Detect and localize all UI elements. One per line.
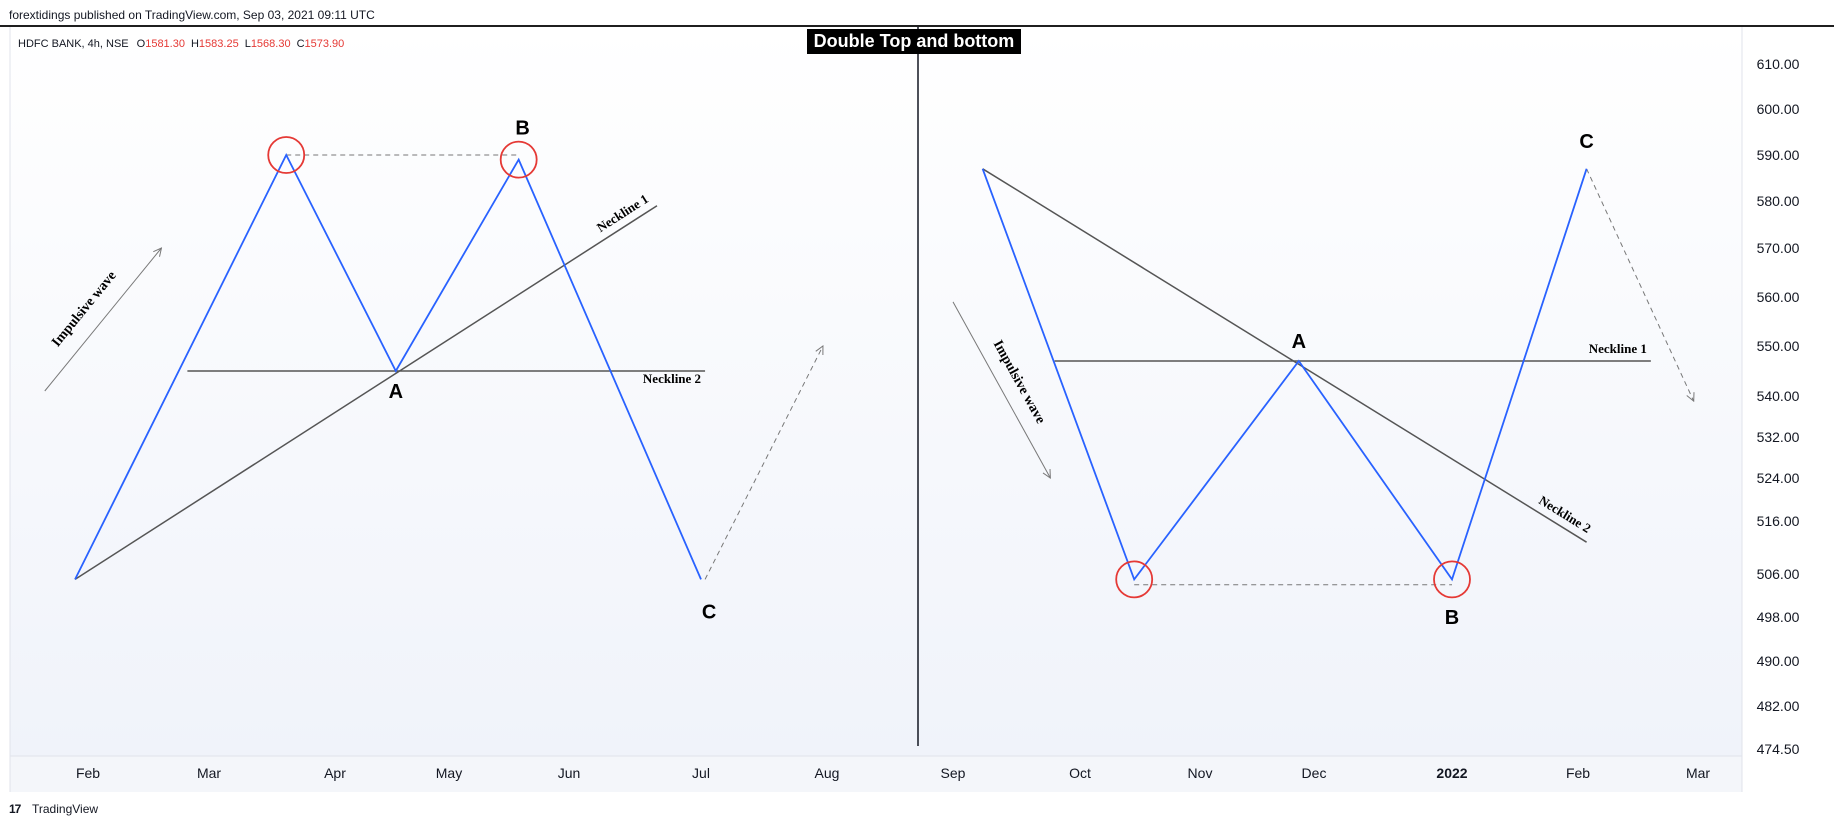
y-tick-label: 580.00 bbox=[1757, 193, 1800, 209]
neckline[interactable] bbox=[74, 205, 658, 581]
y-tick-label: 600.00 bbox=[1757, 101, 1800, 117]
x-tick-label: Oct bbox=[1069, 765, 1091, 781]
publish-info: forextidings published on TradingView.co… bbox=[9, 8, 375, 22]
publish-bar: forextidings published on TradingView.co… bbox=[0, 0, 1834, 27]
legend-ohlc-label: O bbox=[137, 38, 146, 50]
dashed-line[interactable] bbox=[704, 346, 823, 580]
point-label: A bbox=[1292, 331, 1306, 353]
legend-ohlc-label: L bbox=[245, 38, 251, 50]
x-tick-label: Aug bbox=[815, 765, 840, 781]
x-tick-label: Dec bbox=[1302, 765, 1327, 781]
x-tick-label: Feb bbox=[76, 765, 100, 781]
chart-title-box bbox=[807, 29, 1021, 54]
pattern-wave[interactable] bbox=[74, 152, 702, 580]
legend-symbol: HDFC BANK, 4h, NSE bbox=[18, 38, 129, 50]
footer: 17 TradingView bbox=[0, 792, 1834, 827]
point-label: C bbox=[1579, 131, 1593, 153]
point-label: B bbox=[1445, 607, 1459, 629]
point-label: C bbox=[702, 602, 716, 624]
y-tick-label: 550.00 bbox=[1757, 338, 1800, 354]
time-axis-panel[interactable] bbox=[10, 756, 1742, 792]
y-tick-label: 516.00 bbox=[1757, 513, 1800, 529]
x-tick-label: Nov bbox=[1188, 765, 1213, 781]
x-tick-label: Sep bbox=[941, 765, 966, 781]
x-tick-label: Jun bbox=[558, 765, 581, 781]
y-tick-label: 590.00 bbox=[1757, 147, 1800, 163]
x-tick-label: Feb bbox=[1566, 765, 1590, 781]
y-tick-label: 490.00 bbox=[1757, 653, 1800, 669]
y-tick-label: 498.00 bbox=[1757, 609, 1800, 625]
brand-name: TradingView bbox=[32, 802, 99, 816]
x-tick-label: Apr bbox=[324, 765, 346, 781]
peak-marker[interactable] bbox=[499, 140, 538, 179]
point-label: A bbox=[389, 381, 403, 403]
dashed-line[interactable] bbox=[1586, 168, 1694, 401]
legend-ohlc-value: 1568.30 bbox=[251, 38, 291, 50]
y-tick-label: 474.50 bbox=[1757, 741, 1800, 757]
x-tick-label: 2022 bbox=[1436, 765, 1467, 781]
y-tick-label: 540.00 bbox=[1757, 388, 1800, 404]
legend-ohlc-label: H bbox=[191, 38, 199, 50]
point-label: B bbox=[515, 117, 529, 139]
peak-marker[interactable] bbox=[1433, 560, 1471, 599]
x-tick-label: Mar bbox=[197, 765, 221, 781]
tradingview-logo-icon: 17 bbox=[9, 802, 21, 816]
x-tick-label: Jul bbox=[692, 765, 710, 781]
y-tick-label: 560.00 bbox=[1757, 289, 1800, 305]
y-tick-label: 506.00 bbox=[1757, 566, 1800, 582]
y-tick-label: 524.00 bbox=[1757, 470, 1800, 486]
x-tick-label: May bbox=[436, 765, 462, 781]
neckline-label: Neckline 1 bbox=[1589, 341, 1647, 356]
chart-legend: HDFC BANK, 4h, NSE O1581.30 H1583.25 L1568.… bbox=[18, 38, 344, 50]
x-tick-label: Mar bbox=[1686, 765, 1710, 781]
peak-marker[interactable] bbox=[1115, 560, 1154, 599]
legend-ohlc-label: C bbox=[297, 38, 305, 50]
legend-ohlc-value: 1581.30 bbox=[145, 38, 185, 50]
legend-ohlc-value: 1583.25 bbox=[199, 38, 239, 50]
y-tick-label: 532.00 bbox=[1757, 429, 1800, 445]
chart-title: Double Top and bottom bbox=[814, 31, 1015, 51]
plot-area[interactable] bbox=[10, 27, 1742, 756]
peak-marker[interactable] bbox=[267, 136, 306, 174]
price-axis-panel[interactable] bbox=[1742, 27, 1834, 756]
y-tick-label: 610.00 bbox=[1757, 56, 1800, 72]
y-tick-label: 570.00 bbox=[1757, 240, 1800, 256]
neckline-label: Neckline 2 bbox=[643, 371, 701, 386]
y-tick-label: 482.00 bbox=[1757, 698, 1800, 714]
pattern-wave[interactable] bbox=[981, 168, 1588, 582]
neckline[interactable] bbox=[982, 168, 1587, 543]
legend-ohlc-value: 1573.90 bbox=[305, 38, 345, 50]
impulse-arrow[interactable] bbox=[44, 248, 162, 392]
impulse-arrow[interactable] bbox=[952, 301, 1050, 478]
